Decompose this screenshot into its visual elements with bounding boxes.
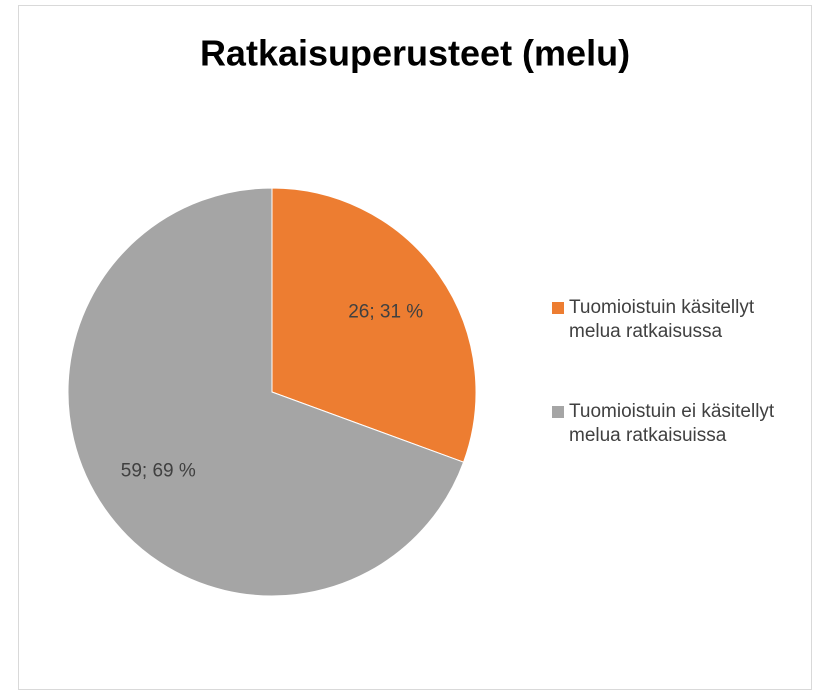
legend-label: Tuomioistuin ei käsitellyt melua ratkais… <box>569 401 775 446</box>
chart-title: Ratkaisuperusteet (melu) <box>200 33 630 74</box>
legend-swatch <box>552 406 564 418</box>
data-label: 26; 31 % <box>348 302 423 323</box>
pie-slice <box>271 187 477 463</box>
pie-slice <box>67 187 465 597</box>
legend-item: Tuomioistuin ei käsitellyt melua ratkais… <box>552 400 802 448</box>
legend-item: Tuomioistuin käsitellyt melua ratkaisuss… <box>552 296 802 344</box>
legend-label: Tuomioistuin käsitellyt melua ratkaisuss… <box>569 297 755 342</box>
data-label: 59; 69 % <box>121 460 196 481</box>
legend-swatch <box>552 302 564 314</box>
